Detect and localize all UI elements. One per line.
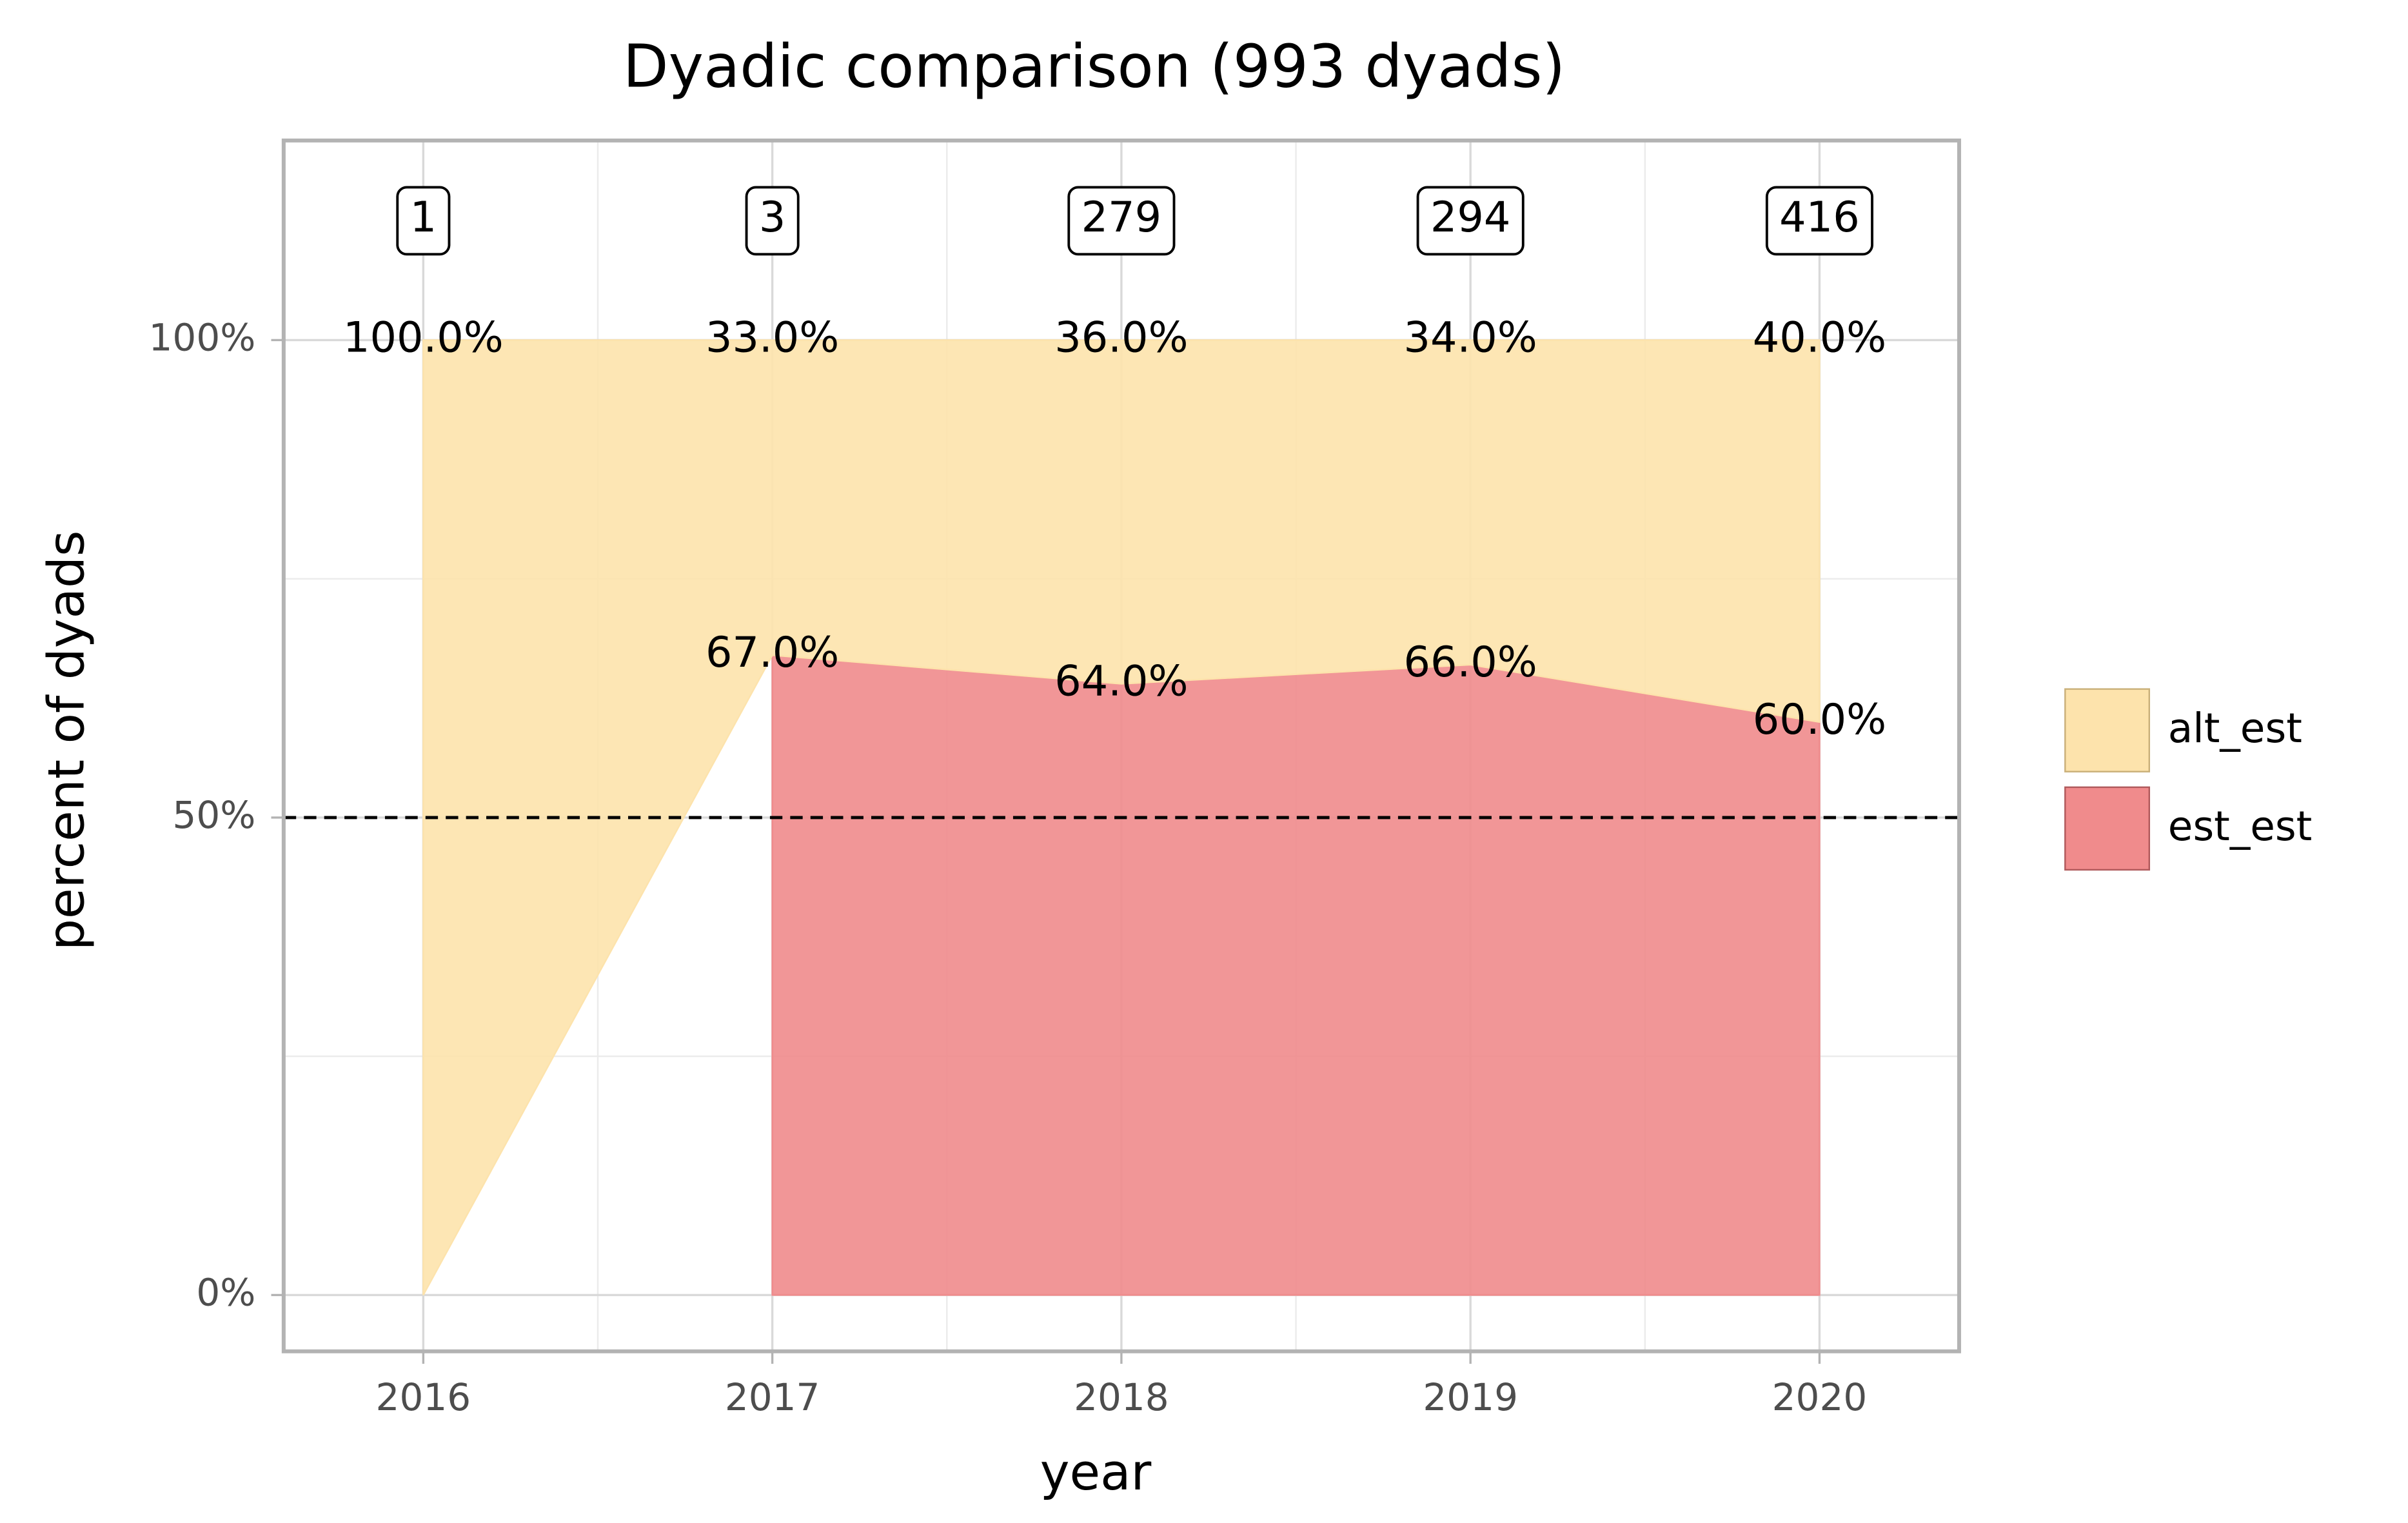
- value-label: 100.0%: [343, 313, 504, 362]
- value-label: 67.0%: [706, 628, 839, 677]
- count-box: 1: [396, 186, 451, 256]
- value-label: 60.0%: [1753, 695, 1886, 744]
- y-tick-label: 0%: [196, 1271, 255, 1315]
- count-box: 294: [1416, 186, 1525, 256]
- count-box: 279: [1067, 186, 1176, 256]
- y-tick-label: 100%: [149, 316, 256, 360]
- x-tick-label: 2016: [376, 1375, 471, 1419]
- legend-key: [2064, 786, 2151, 871]
- value-label: 40.0%: [1753, 313, 1886, 362]
- count-box: 416: [1765, 186, 1873, 256]
- panel-border: [281, 138, 1961, 1353]
- x-tick-label: 2019: [1423, 1375, 1518, 1419]
- count-label: 279: [1081, 193, 1162, 242]
- value-label: 33.0%: [706, 313, 839, 362]
- area: [422, 339, 1821, 1295]
- legend-label: alt_est: [2168, 705, 2302, 752]
- count-label: 416: [1779, 193, 1860, 242]
- count-label: 1: [410, 193, 437, 242]
- value-label: 36.0%: [1054, 313, 1188, 362]
- count-frame: [396, 186, 451, 256]
- area: [771, 654, 1821, 1296]
- x-axis-label: year: [1040, 1444, 1152, 1502]
- legend-label: est_est: [2168, 803, 2312, 850]
- count-label: 294: [1430, 193, 1511, 242]
- count-box: 3: [745, 186, 800, 256]
- y-axis-label: percent of dyads: [38, 531, 96, 950]
- count-frame: [1416, 186, 1525, 256]
- x-tick-label: 2020: [1772, 1375, 1868, 1419]
- value-label: 64.0%: [1054, 657, 1188, 706]
- y-tick-label: 50%: [172, 793, 255, 837]
- value-label: 66.0%: [1404, 638, 1537, 687]
- x-tick-label: 2017: [725, 1375, 820, 1419]
- x-tick-label: 2018: [1074, 1375, 1169, 1419]
- chart-title: Dyadic comparison (993 dyads): [623, 32, 1565, 101]
- count-frame: [1067, 186, 1176, 256]
- count-label: 3: [759, 193, 786, 242]
- count-frame: [745, 186, 800, 256]
- legend-key: [2064, 688, 2151, 772]
- count-frame: [1765, 186, 1873, 256]
- value-label: 34.0%: [1404, 313, 1537, 362]
